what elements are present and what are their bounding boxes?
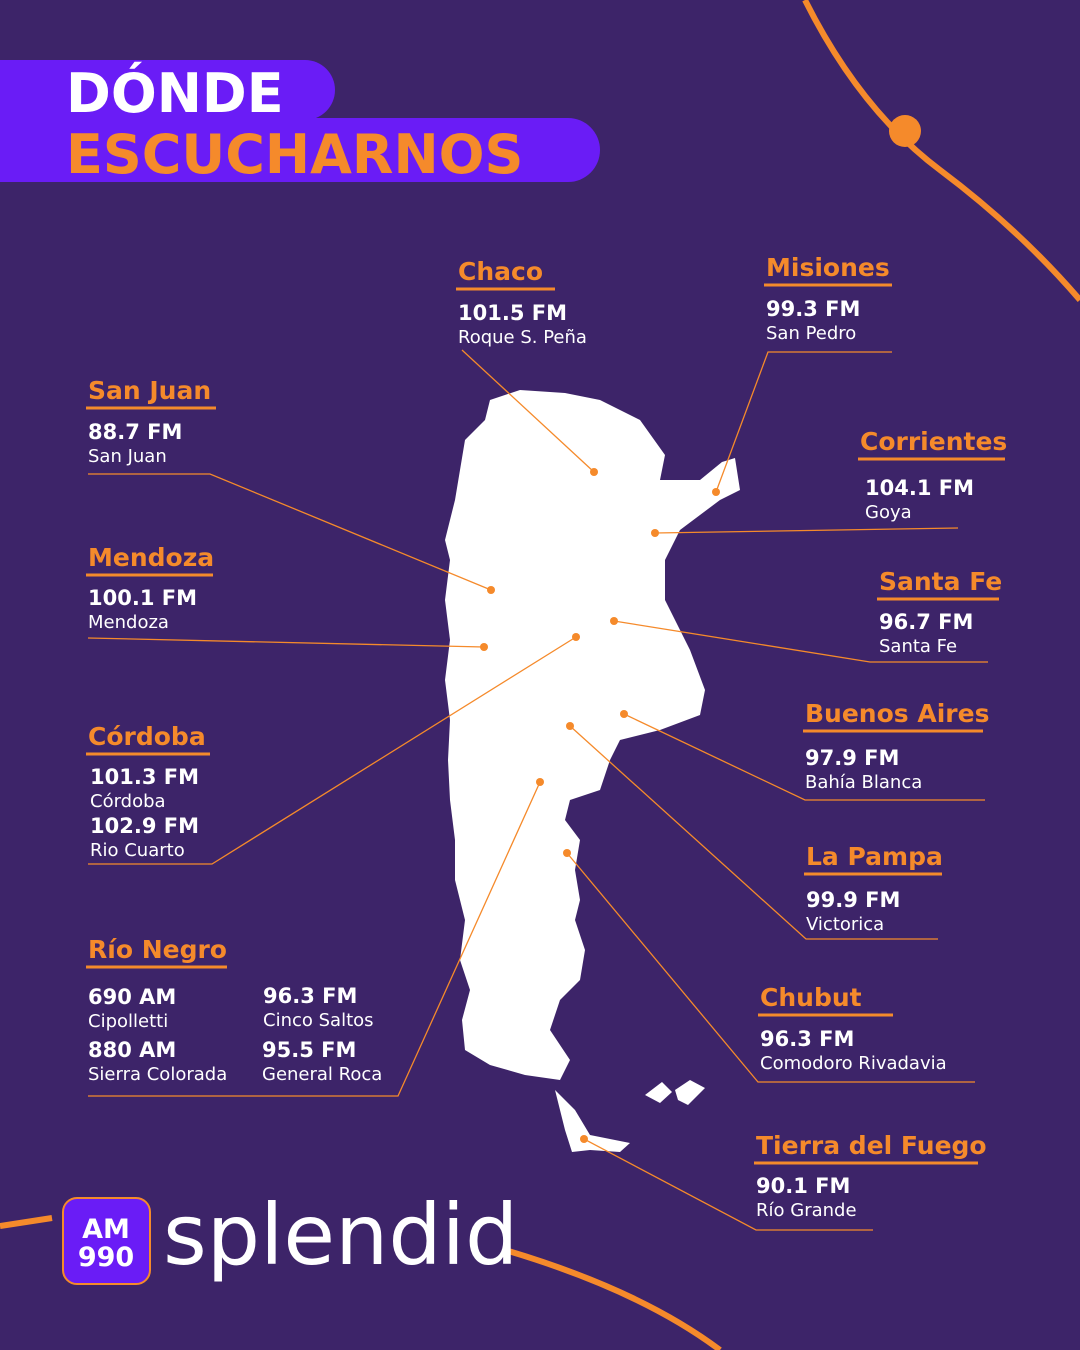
region-name: Buenos Aires [805,699,989,728]
location-dot [590,468,598,476]
location-dot [480,643,488,651]
leader-line [461,349,595,473]
title-line: ESCUCHARNOS [66,123,523,186]
location-dot [487,586,495,594]
station-frequency: 101.5 FM [458,301,567,325]
title-line: DÓNDE [66,62,284,125]
leader-line [613,620,988,663]
station-frequency: 99.9 FM [806,888,900,912]
map-mainland [445,390,740,1080]
location-dot [563,849,571,857]
decor-arc [0,1215,53,1229]
leader-line [623,713,985,801]
map-tierra-del-fuego [555,1090,630,1152]
title-banner [0,118,600,182]
station-frequency: 101.3 FM [90,765,199,789]
location-dot [712,488,720,496]
station-frequency: 95.5 FM [262,1038,356,1062]
location-dot [572,633,580,641]
station-city: Cipolletti [88,1011,168,1032]
region-name: San Juan [88,376,211,405]
station-city: General Roca [262,1064,382,1085]
logo-badge [62,1197,151,1285]
leader-line [87,637,485,648]
station-frequency: 88.7 FM [88,420,182,444]
station-frequency: 96.7 FM [879,610,973,634]
station-frequency: 690 AM [88,985,176,1009]
location-dot [651,529,659,537]
station-city: Comodoro Rivadavia [760,1053,947,1074]
logo-badge-text: AM [82,1214,130,1245]
region-name: Misiones [766,253,890,282]
station-frequency: 100.1 FM [88,586,197,610]
map-islands [645,1080,705,1105]
station-city: Cinco Saltos [263,1010,374,1031]
logo-badge-text: 990 [78,1242,134,1273]
leader-line [88,781,541,1097]
location-dot [566,722,574,730]
location-dot [610,617,618,625]
decor-arc [504,1247,722,1350]
station-city: Roque S. Peña [458,327,587,348]
leader-line [583,1138,873,1231]
region-name: Tierra del Fuego [756,1131,987,1160]
station-city: Goya [865,502,912,523]
station-city: Córdoba [90,791,166,812]
station-city: San Juan [88,446,167,467]
decor-arc [802,0,1080,302]
station-city: Sierra Colorada [88,1064,227,1085]
leader-line [654,527,959,534]
leader-line [88,636,577,865]
decor-dot [889,115,921,147]
station-city: San Pedro [766,323,856,344]
location-dot [580,1135,588,1143]
region-name: Santa Fe [879,567,1002,596]
leader-line [569,725,938,940]
region-name: Chubut [760,983,862,1012]
station-city: Mendoza [88,612,169,633]
station-frequency: 880 AM [88,1038,176,1062]
region-name: La Pampa [806,842,943,871]
logo-wordmark: splendid [163,1186,518,1284]
station-frequency: 102.9 FM [90,814,199,838]
leader-line [715,351,892,493]
station-frequency: 96.3 FM [263,984,357,1008]
region-name: Córdoba [88,722,206,751]
station-city: Río Grande [756,1200,857,1221]
region-name: Chaco [458,257,543,286]
station-frequency: 99.3 FM [766,297,860,321]
station-city: Bahía Blanca [805,772,922,793]
title-banner [0,60,335,120]
station-frequency: 104.1 FM [865,476,974,500]
region-name: Mendoza [88,543,214,572]
leader-line [88,473,492,591]
location-dot [536,778,544,786]
location-dot [620,710,628,718]
region-name: Corrientes [860,427,1007,456]
station-city: Santa Fe [879,636,957,657]
station-city: Victorica [806,914,884,935]
station-frequency: 90.1 FM [756,1174,850,1198]
region-name: Río Negro [88,935,227,964]
station-city: Rio Cuarto [90,840,185,861]
leader-line [566,852,975,1083]
station-frequency: 96.3 FM [760,1027,854,1051]
station-frequency: 97.9 FM [805,746,899,770]
